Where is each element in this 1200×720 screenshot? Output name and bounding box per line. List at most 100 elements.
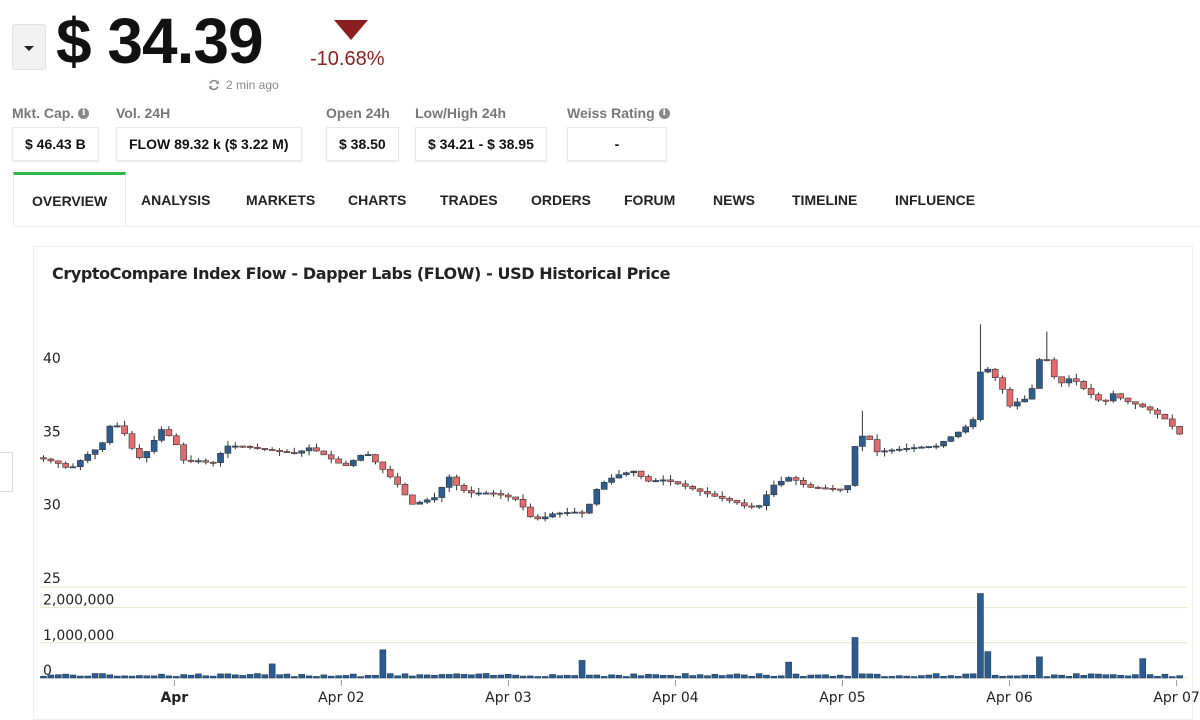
volume-bar [1050, 674, 1058, 679]
volume-bar [438, 674, 446, 679]
candle-up [969, 419, 977, 428]
candle-up [541, 516, 549, 520]
volume-bar [54, 674, 62, 679]
volume-bar [726, 674, 733, 679]
volume-bar [637, 675, 645, 679]
volume-bar [254, 673, 261, 679]
candle-down [136, 447, 143, 458]
tab-influence[interactable]: INFLUENCE [895, 192, 976, 208]
volume-bar [962, 673, 969, 679]
candle-up [350, 460, 357, 466]
last-updated-text: 2 min ago [226, 78, 279, 92]
stat-label: Vol. 24H [116, 105, 171, 121]
volume-bar [512, 674, 519, 679]
volume-bar [829, 675, 837, 679]
candle-up [91, 449, 99, 455]
volume-bar [468, 674, 475, 679]
candle-down [1102, 399, 1110, 402]
tab-orders[interactable]: ORDERS [531, 192, 591, 208]
candle-up [844, 485, 851, 491]
info-icon[interactable]: i [658, 107, 670, 119]
volume-bar [888, 676, 896, 679]
volume-bar [991, 674, 999, 679]
info-icon[interactable]: i [78, 107, 90, 119]
currency-dropdown-button[interactable] [12, 24, 46, 70]
volume-bar [608, 674, 615, 679]
candle-up [431, 497, 438, 501]
volume-bar [1087, 673, 1095, 679]
tab-analysis[interactable]: ANALYSIS [141, 192, 211, 208]
volume-bar [401, 673, 409, 679]
candle-up [106, 425, 114, 444]
candle-up [549, 513, 556, 518]
volume-bar [881, 676, 888, 679]
candle-down [1154, 409, 1161, 415]
volume-bar [497, 674, 505, 679]
candle-down [1146, 406, 1154, 411]
candle-down [1124, 397, 1132, 403]
volume-bar [276, 674, 283, 679]
candle-down [165, 429, 173, 437]
candle-down [504, 494, 512, 498]
candle-down [667, 479, 674, 482]
volume-bar [150, 675, 158, 679]
volume-bar [1139, 658, 1147, 679]
page-edge-divider [0, 452, 13, 492]
volume-bar [859, 673, 866, 679]
tab-forum[interactable]: FORUM [624, 192, 676, 208]
candle-up [445, 476, 453, 488]
candle-up [659, 479, 667, 482]
volume-bar [431, 674, 438, 679]
x-tick-label: Apr 02 [318, 690, 364, 706]
tab-charts[interactable]: CHARTS [348, 192, 407, 208]
candle-down [682, 483, 689, 487]
volume-bar [143, 675, 151, 679]
tab-trades[interactable]: TRADES [440, 192, 498, 208]
volume-bar [792, 673, 800, 679]
volume-bar [519, 675, 527, 679]
candle-down [291, 452, 298, 454]
volume-bar [873, 673, 881, 679]
volume-bar [246, 674, 254, 679]
volume-bar [977, 593, 984, 679]
volume-bar [113, 675, 121, 679]
tab-overview[interactable]: OVERVIEW [13, 172, 127, 226]
volume-bar [1058, 674, 1065, 679]
candle-down [172, 435, 180, 445]
volume-bar [623, 676, 630, 679]
stat-value: - [567, 127, 667, 161]
candle-down [268, 449, 276, 451]
volume-bar [1146, 674, 1154, 679]
candle-up [962, 426, 969, 433]
volume-bar [741, 674, 748, 679]
stat-label: Weiss Rating [567, 105, 655, 121]
candle-down [873, 439, 881, 453]
candle-up [77, 460, 84, 468]
candle-up [600, 482, 608, 490]
volume-tick-label: 2,000,000 [43, 593, 114, 609]
refresh-icon[interactable] [208, 79, 220, 91]
volume-bar [1117, 675, 1124, 679]
candle-up [69, 466, 77, 469]
volume-bar [202, 675, 210, 679]
candle-down [512, 496, 519, 500]
candle-up [608, 477, 615, 483]
candle-down [1176, 425, 1183, 435]
candle-down [180, 444, 187, 461]
volume-bar [490, 675, 497, 679]
volume-bar [615, 675, 623, 679]
volume-bar [593, 674, 601, 679]
candle-down [320, 450, 328, 456]
candle-down [822, 487, 829, 490]
tab-news[interactable]: NEWS [713, 192, 755, 208]
current-price: $ 34.39 [56, 5, 264, 77]
volume-bar [209, 675, 217, 679]
volume-bar [763, 674, 770, 679]
tab-timeline[interactable]: TIMELINE [792, 192, 858, 208]
tab-markets[interactable]: MARKETS [246, 192, 316, 208]
candle-up [224, 445, 232, 454]
candle-down [187, 459, 195, 462]
volume-bar [172, 676, 180, 679]
volume-bar [969, 673, 977, 679]
